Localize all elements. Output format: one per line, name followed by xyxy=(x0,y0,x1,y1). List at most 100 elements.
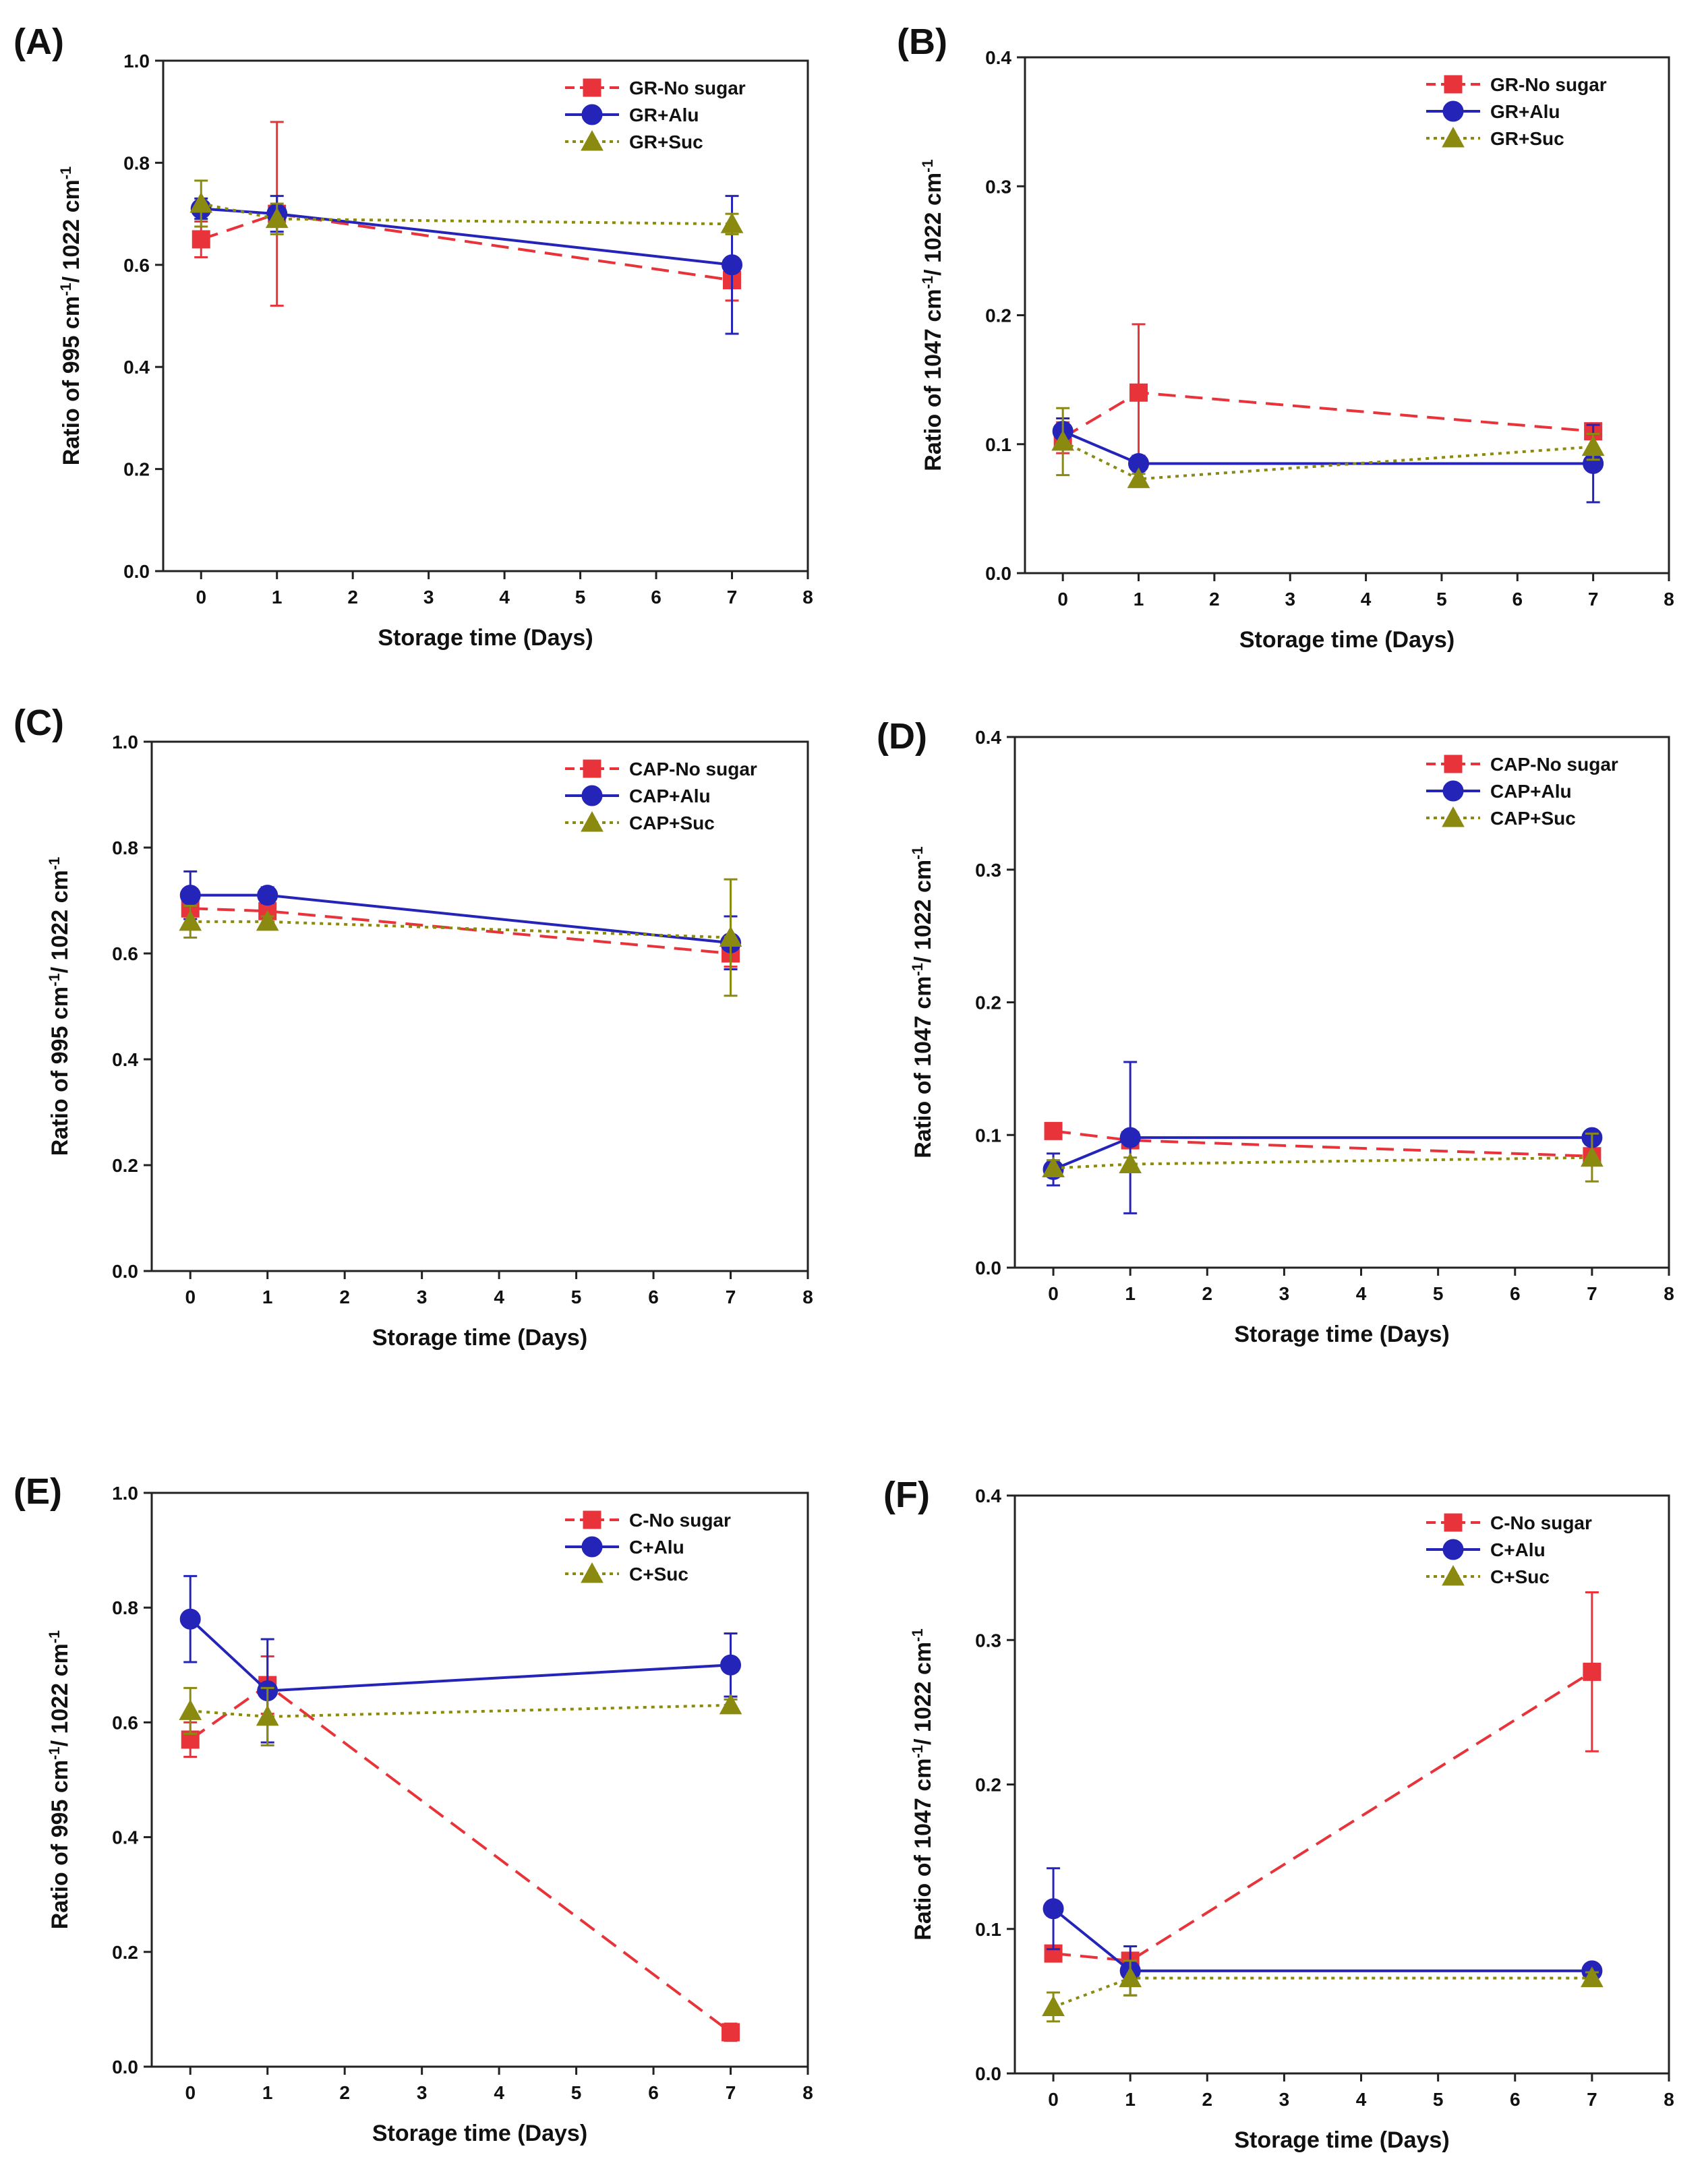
y-axis-title-superscript: -1 xyxy=(57,283,74,296)
y-axis-title: Ratio of 1047 cm-1/ 1022 cm-1 xyxy=(909,1628,937,1940)
legend-entry: C+Alu xyxy=(629,1537,684,1558)
y-axis-title-part: / 1022 cm xyxy=(910,1642,936,1745)
legend-entry: CAP+Alu xyxy=(629,786,711,806)
series-gr-suc xyxy=(189,179,744,235)
data-point xyxy=(179,1699,202,1720)
y-axis-title-superscript: -1 xyxy=(919,159,936,173)
chart-panel-1: (A) 0 1 2 3 4 5 6 7 8 0.0 0.2 0.4 0.6 0.8 1.0 Storage ti… xyxy=(13,22,813,651)
legend-marker xyxy=(1442,780,1464,802)
legend-marker xyxy=(1442,100,1464,122)
legend-marker xyxy=(1444,755,1463,773)
data-point xyxy=(257,885,278,906)
y-axis-title-superscript: -1 xyxy=(909,1745,926,1759)
data-point xyxy=(179,910,202,931)
y-tick-label: 1.0 xyxy=(112,1483,138,1504)
x-tick-label: 1 xyxy=(272,587,283,608)
data-point xyxy=(720,1654,742,1676)
data-point xyxy=(1119,1966,1142,1988)
series-c-suc xyxy=(179,1686,742,1746)
x-tick-label: 8 xyxy=(802,1287,813,1307)
x-tick-label: 1 xyxy=(1125,2089,1136,2110)
plot-frame xyxy=(150,740,809,1272)
chart-panel-3: (C) 0 1 2 3 4 5 6 7 8 0.0 0.2 0.4 0.6 0.8 1.0 Storage ti… xyxy=(13,703,813,1351)
x-tick-label: 3 xyxy=(1279,2089,1290,2110)
y-tick-label: 0.8 xyxy=(112,1597,138,1618)
legend-entry: GR+Alu xyxy=(629,105,699,125)
legend-entry: C+Suc xyxy=(629,1564,688,1585)
y-tick-label: 0.8 xyxy=(123,152,150,173)
legend-entry: GR-No sugar xyxy=(1490,74,1607,95)
x-tick-label: 6 xyxy=(648,2082,659,2103)
legend-marker xyxy=(1442,1564,1465,1586)
data-point xyxy=(1042,1156,1065,1177)
x-tick-label: 2 xyxy=(1209,589,1220,610)
y-tick-label: 0.0 xyxy=(975,1258,1001,1278)
y-tick-label: 0.4 xyxy=(112,1049,138,1070)
y-axis-title-part: / 1022 cm xyxy=(59,179,84,283)
y-axis-title-part: / 1022 cm xyxy=(910,860,936,963)
y-tick-label: 0.2 xyxy=(112,1155,138,1176)
plot-frame xyxy=(1024,56,1670,574)
data-point xyxy=(1051,430,1075,451)
y-axis-title-part: Ratio of 1047 cm xyxy=(910,976,936,1158)
x-axis-title: Storage time (Days) xyxy=(1239,627,1455,653)
y-tick-label: 0.2 xyxy=(123,459,150,480)
legend-marker xyxy=(1442,126,1465,148)
x-tick-label: 3 xyxy=(417,1287,428,1307)
legend-entry: CAP+Alu xyxy=(1490,781,1572,802)
panel-label: (C) xyxy=(13,703,64,743)
plot-frame xyxy=(150,1492,809,2068)
y-tick-label: 0.2 xyxy=(975,1775,1001,1796)
legend-entry: C+Suc xyxy=(1490,1566,1550,1587)
legend: C-No sugar C+Alu C+Suc xyxy=(1426,1512,1592,1587)
data-point xyxy=(189,191,213,213)
x-tick-label: 4 xyxy=(499,587,510,608)
x-tick-label: 6 xyxy=(1510,1283,1521,1304)
y-tick-label: 0.4 xyxy=(112,1827,138,1848)
x-tick-label: 7 xyxy=(726,1287,736,1307)
legend-marker xyxy=(581,1562,604,1583)
series-line xyxy=(190,907,731,955)
chart-panel-4: (D) 0 1 2 3 4 5 6 7 8 0.0 0.1 0.2 0.3 0.4 Storage time … xyxy=(877,716,1674,1347)
y-axis-title-part: Ratio of 1047 cm xyxy=(920,289,946,471)
legend-entry: CAP+Suc xyxy=(629,813,715,833)
y-tick-label: 0.0 xyxy=(112,2057,138,2077)
x-tick-label: 1 xyxy=(1134,589,1144,610)
x-tick-label: 6 xyxy=(648,1287,659,1307)
data-point xyxy=(1581,435,1605,456)
chart-panel-2: (B) 0 1 2 3 4 5 6 7 8 0.0 0.1 0.2 0.3 0.4 Storage time … xyxy=(897,22,1674,653)
x-axis-title: Storage time (Days) xyxy=(1234,2127,1449,2153)
y-tick-label: 0.0 xyxy=(985,563,1011,584)
legend-marker xyxy=(1444,1513,1463,1532)
data-point xyxy=(1583,1662,1602,1681)
data-point xyxy=(192,230,210,249)
y-axis-title-part: Ratio of 1047 cm xyxy=(910,1759,936,1941)
data-point xyxy=(1127,467,1150,488)
y-axis-title-part: / 1022 cm xyxy=(920,173,946,276)
series-gr-no-sugar xyxy=(1053,323,1603,463)
y-axis-title-superscript: -1 xyxy=(46,1630,63,1644)
y-tick-label: 0.6 xyxy=(123,255,150,276)
x-tick-label: 1 xyxy=(1125,1283,1136,1304)
y-tick-label: 1.0 xyxy=(112,732,138,752)
chart-panel-6: (F) 0 1 2 3 4 5 6 7 8 0.0 0.1 0.2 0.3 0.4 Storage time … xyxy=(883,1475,1674,2153)
x-tick-label: 2 xyxy=(347,587,358,608)
y-axis-title-part: / 1022 cm xyxy=(47,870,73,973)
x-tick-label: 2 xyxy=(339,2082,350,2103)
x-tick-label: 3 xyxy=(423,587,434,608)
x-tick-label: 7 xyxy=(1588,589,1599,610)
legend-marker xyxy=(581,104,603,125)
legend: CAP-No sugar CAP+Alu CAP+Suc xyxy=(1426,754,1618,829)
legend-marker xyxy=(1442,806,1465,827)
x-tick-label: 4 xyxy=(494,1287,504,1307)
series-gr-alu xyxy=(1052,417,1604,504)
legend-entry: GR-No sugar xyxy=(629,78,746,98)
y-axis-title-part: Ratio of 995 cm xyxy=(59,296,84,465)
y-tick-label: 0.0 xyxy=(975,2063,1001,2084)
x-tick-label: 5 xyxy=(1433,2089,1444,2110)
x-tick-label: 7 xyxy=(1587,1283,1597,1304)
x-tick-label: 4 xyxy=(494,2082,504,2103)
y-axis-title: Ratio of 995 cm-1/ 1022 cm-1 xyxy=(46,1630,74,1930)
legend-marker xyxy=(581,1536,603,1558)
